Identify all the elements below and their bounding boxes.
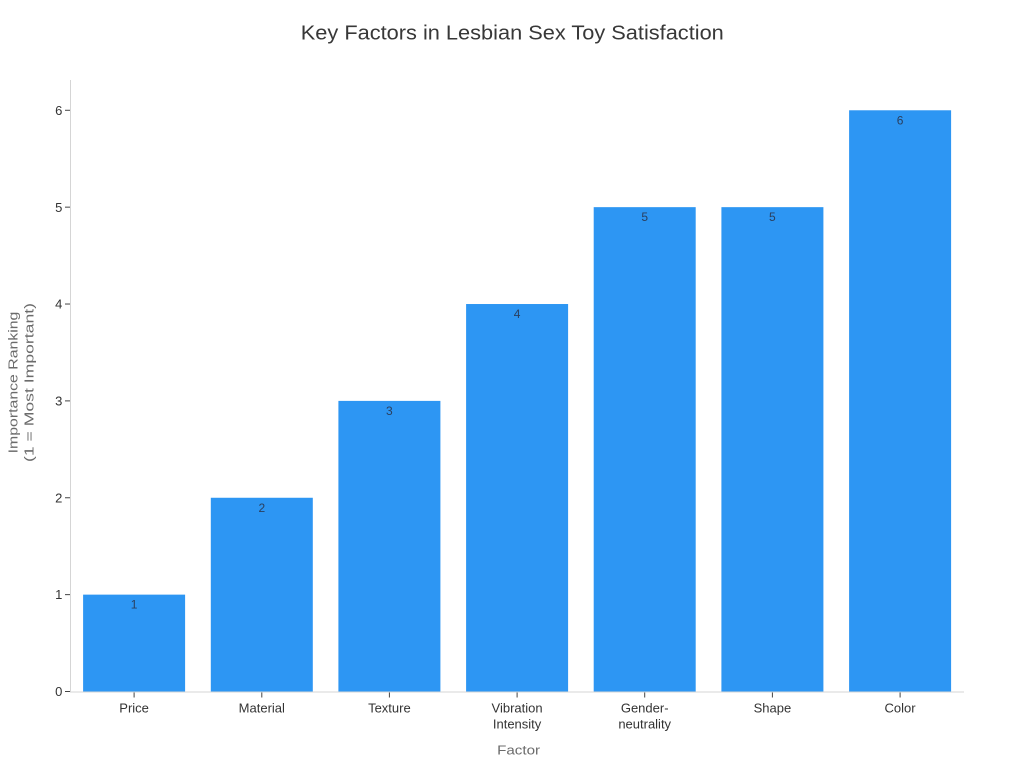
svg-text:5: 5 <box>769 210 776 224</box>
svg-text:Intensity: Intensity <box>493 716 542 731</box>
svg-text:(1 = Most Important): (1 = Most Important) <box>21 303 36 462</box>
svg-text:Factor: Factor <box>497 743 541 758</box>
svg-text:Key Factors in Lesbian Sex Toy: Key Factors in Lesbian Sex Toy Satisfact… <box>301 22 724 44</box>
svg-text:1: 1 <box>55 587 62 602</box>
svg-text:4: 4 <box>55 297 62 312</box>
svg-text:3: 3 <box>386 404 393 418</box>
svg-text:5: 5 <box>641 210 648 224</box>
svg-text:0: 0 <box>55 684 62 699</box>
svg-text:Price: Price <box>119 700 149 715</box>
svg-text:6: 6 <box>897 113 904 127</box>
svg-text:2: 2 <box>258 501 265 515</box>
svg-text:1: 1 <box>131 598 138 612</box>
svg-text:Gender-: Gender- <box>621 700 669 715</box>
svg-text:4: 4 <box>514 307 521 321</box>
svg-text:6: 6 <box>55 103 62 118</box>
svg-text:neutrality: neutrality <box>618 716 671 731</box>
svg-text:2: 2 <box>55 490 62 505</box>
svg-text:3: 3 <box>55 394 62 409</box>
svg-text:Texture: Texture <box>368 700 411 715</box>
svg-text:Material: Material <box>239 700 285 715</box>
svg-text:Shape: Shape <box>754 700 792 715</box>
svg-text:5: 5 <box>55 200 62 215</box>
svg-text:Importance Ranking: Importance Ranking <box>6 312 21 454</box>
svg-text:Vibration: Vibration <box>492 700 543 715</box>
svg-text:Color: Color <box>885 700 917 715</box>
